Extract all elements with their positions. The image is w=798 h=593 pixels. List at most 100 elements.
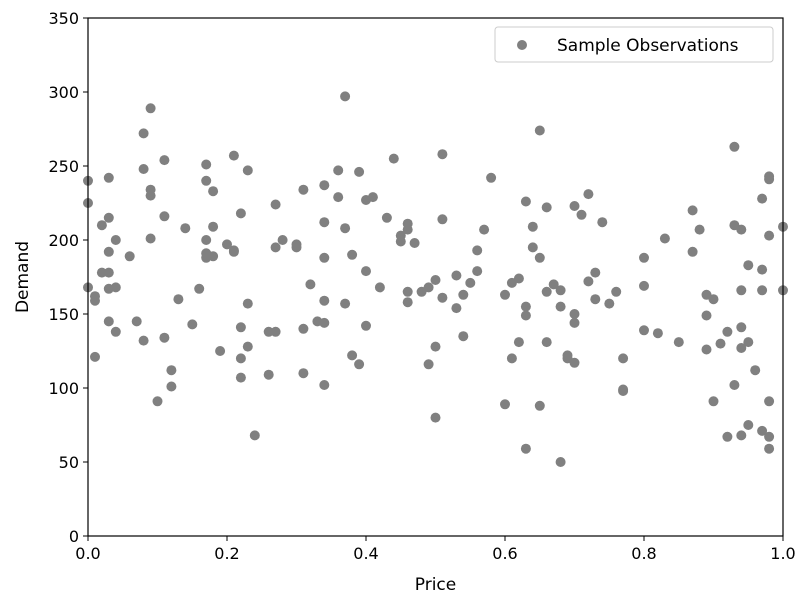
- data-point: [618, 386, 629, 396]
- data-point: [103, 267, 114, 278]
- data-point: [340, 91, 351, 102]
- data-point: [145, 233, 156, 244]
- data-point: [520, 196, 531, 207]
- data-point: [500, 289, 510, 300]
- data-point: [708, 294, 719, 305]
- data-point: [500, 399, 510, 410]
- data-point: [541, 202, 552, 213]
- data-point: [430, 412, 441, 423]
- data-point: [701, 344, 712, 355]
- data-point: [639, 325, 649, 336]
- data-point: [270, 199, 281, 210]
- data-point: [576, 209, 587, 220]
- data-point: [402, 297, 413, 308]
- data-point: [569, 317, 580, 328]
- data-point: [652, 328, 663, 339]
- data-point: [333, 192, 344, 203]
- data-point: [534, 125, 545, 136]
- data-point: [166, 365, 177, 376]
- data-point: [145, 103, 156, 114]
- data-point: [242, 341, 253, 352]
- data-point: [451, 303, 462, 314]
- y-tick-label: 50: [59, 453, 79, 472]
- data-point: [437, 214, 448, 225]
- data-point: [757, 264, 768, 275]
- x-axis-label: Price: [415, 575, 456, 593]
- data-point: [145, 190, 156, 201]
- data-point: [110, 235, 121, 245]
- data-point: [618, 353, 629, 364]
- data-point: [340, 223, 351, 234]
- data-point: [263, 326, 274, 337]
- data-point: [673, 337, 684, 348]
- data-point: [215, 346, 226, 356]
- data-point: [757, 193, 768, 204]
- data-point: [298, 368, 309, 379]
- data-point: [361, 266, 371, 277]
- y-tick-label: 150: [48, 305, 79, 324]
- data-point: [569, 201, 580, 211]
- data-point: [159, 332, 170, 343]
- data-point: [513, 273, 524, 284]
- data-point: [270, 242, 281, 253]
- data-point: [110, 282, 121, 293]
- data-point: [298, 184, 309, 195]
- data-point: [479, 224, 490, 235]
- y-tick-label: 300: [48, 83, 79, 102]
- data-point: [659, 233, 670, 244]
- data-point: [291, 242, 302, 253]
- data-point: [694, 224, 705, 235]
- data-point: [597, 217, 608, 228]
- data-point: [319, 252, 330, 263]
- data-point: [347, 350, 358, 361]
- data-point: [201, 235, 212, 245]
- data-point: [354, 359, 365, 370]
- data-point: [764, 431, 775, 442]
- y-tick-label: 0: [69, 527, 79, 546]
- data-point: [131, 316, 142, 327]
- data-point: [472, 266, 483, 277]
- data-point: [611, 286, 622, 297]
- data-point: [180, 223, 191, 234]
- data-point: [506, 353, 517, 364]
- data-point: [736, 285, 747, 296]
- data-point: [242, 298, 253, 309]
- data-point: [340, 298, 351, 309]
- data-point: [750, 365, 761, 376]
- data-point: [305, 279, 316, 290]
- data-point: [569, 309, 580, 319]
- data-point: [103, 172, 114, 183]
- x-tick-label: 0.6: [492, 544, 517, 563]
- data-point: [361, 320, 371, 331]
- y-tick-label: 350: [48, 9, 79, 28]
- data-point: [103, 212, 114, 223]
- data-point: [90, 351, 100, 362]
- data-point: [138, 164, 149, 174]
- data-point: [319, 180, 330, 191]
- data-point: [729, 380, 740, 390]
- legend-label: Sample Observations: [557, 36, 739, 56]
- data-point: [569, 357, 580, 368]
- data-point: [437, 149, 448, 160]
- data-point: [90, 295, 100, 306]
- data-point: [534, 400, 545, 411]
- data-point: [437, 292, 448, 303]
- data-point: [388, 153, 399, 164]
- x-tick-label: 0.8: [631, 544, 656, 563]
- data-point: [367, 192, 378, 203]
- data-point: [249, 430, 260, 441]
- data-point: [458, 289, 469, 300]
- data-point: [319, 380, 330, 390]
- data-point: [729, 141, 740, 152]
- data-point: [527, 242, 538, 253]
- data-point: [527, 221, 538, 232]
- data-point: [423, 359, 434, 370]
- data-point: [347, 249, 358, 260]
- x-tick-label: 0.2: [214, 544, 239, 563]
- data-point: [555, 301, 566, 312]
- data-point: [465, 277, 476, 288]
- data-point: [235, 322, 246, 333]
- data-point: [736, 343, 747, 353]
- data-point: [555, 457, 566, 467]
